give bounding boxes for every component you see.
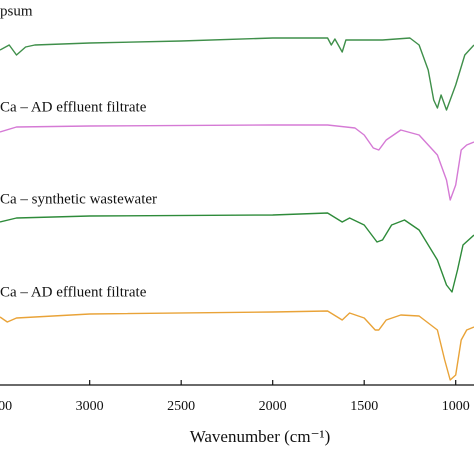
x-tick-label: 2500	[167, 399, 195, 414]
spectrum-line	[0, 310, 474, 381]
series-label: Ca – AD effluent filtrate	[0, 284, 147, 300]
x-tick-label: 1000	[442, 399, 470, 414]
spectrum-line	[0, 124, 474, 201]
x-axis-label: Wavenumber (cm⁻¹)	[190, 427, 331, 446]
x-tick-label: 1500	[350, 399, 378, 414]
series-label: psum	[0, 3, 33, 19]
x-tick-label: 3500	[0, 399, 12, 414]
x-tick-label: 2000	[259, 399, 287, 414]
x-tick-label: 3000	[76, 399, 104, 414]
series-label: Ca – synthetic wastewater	[0, 191, 157, 207]
spectrum-line	[0, 212, 474, 293]
series-label: Ca – AD effluent filtrate	[0, 99, 147, 115]
spectrum-line	[0, 37, 474, 111]
